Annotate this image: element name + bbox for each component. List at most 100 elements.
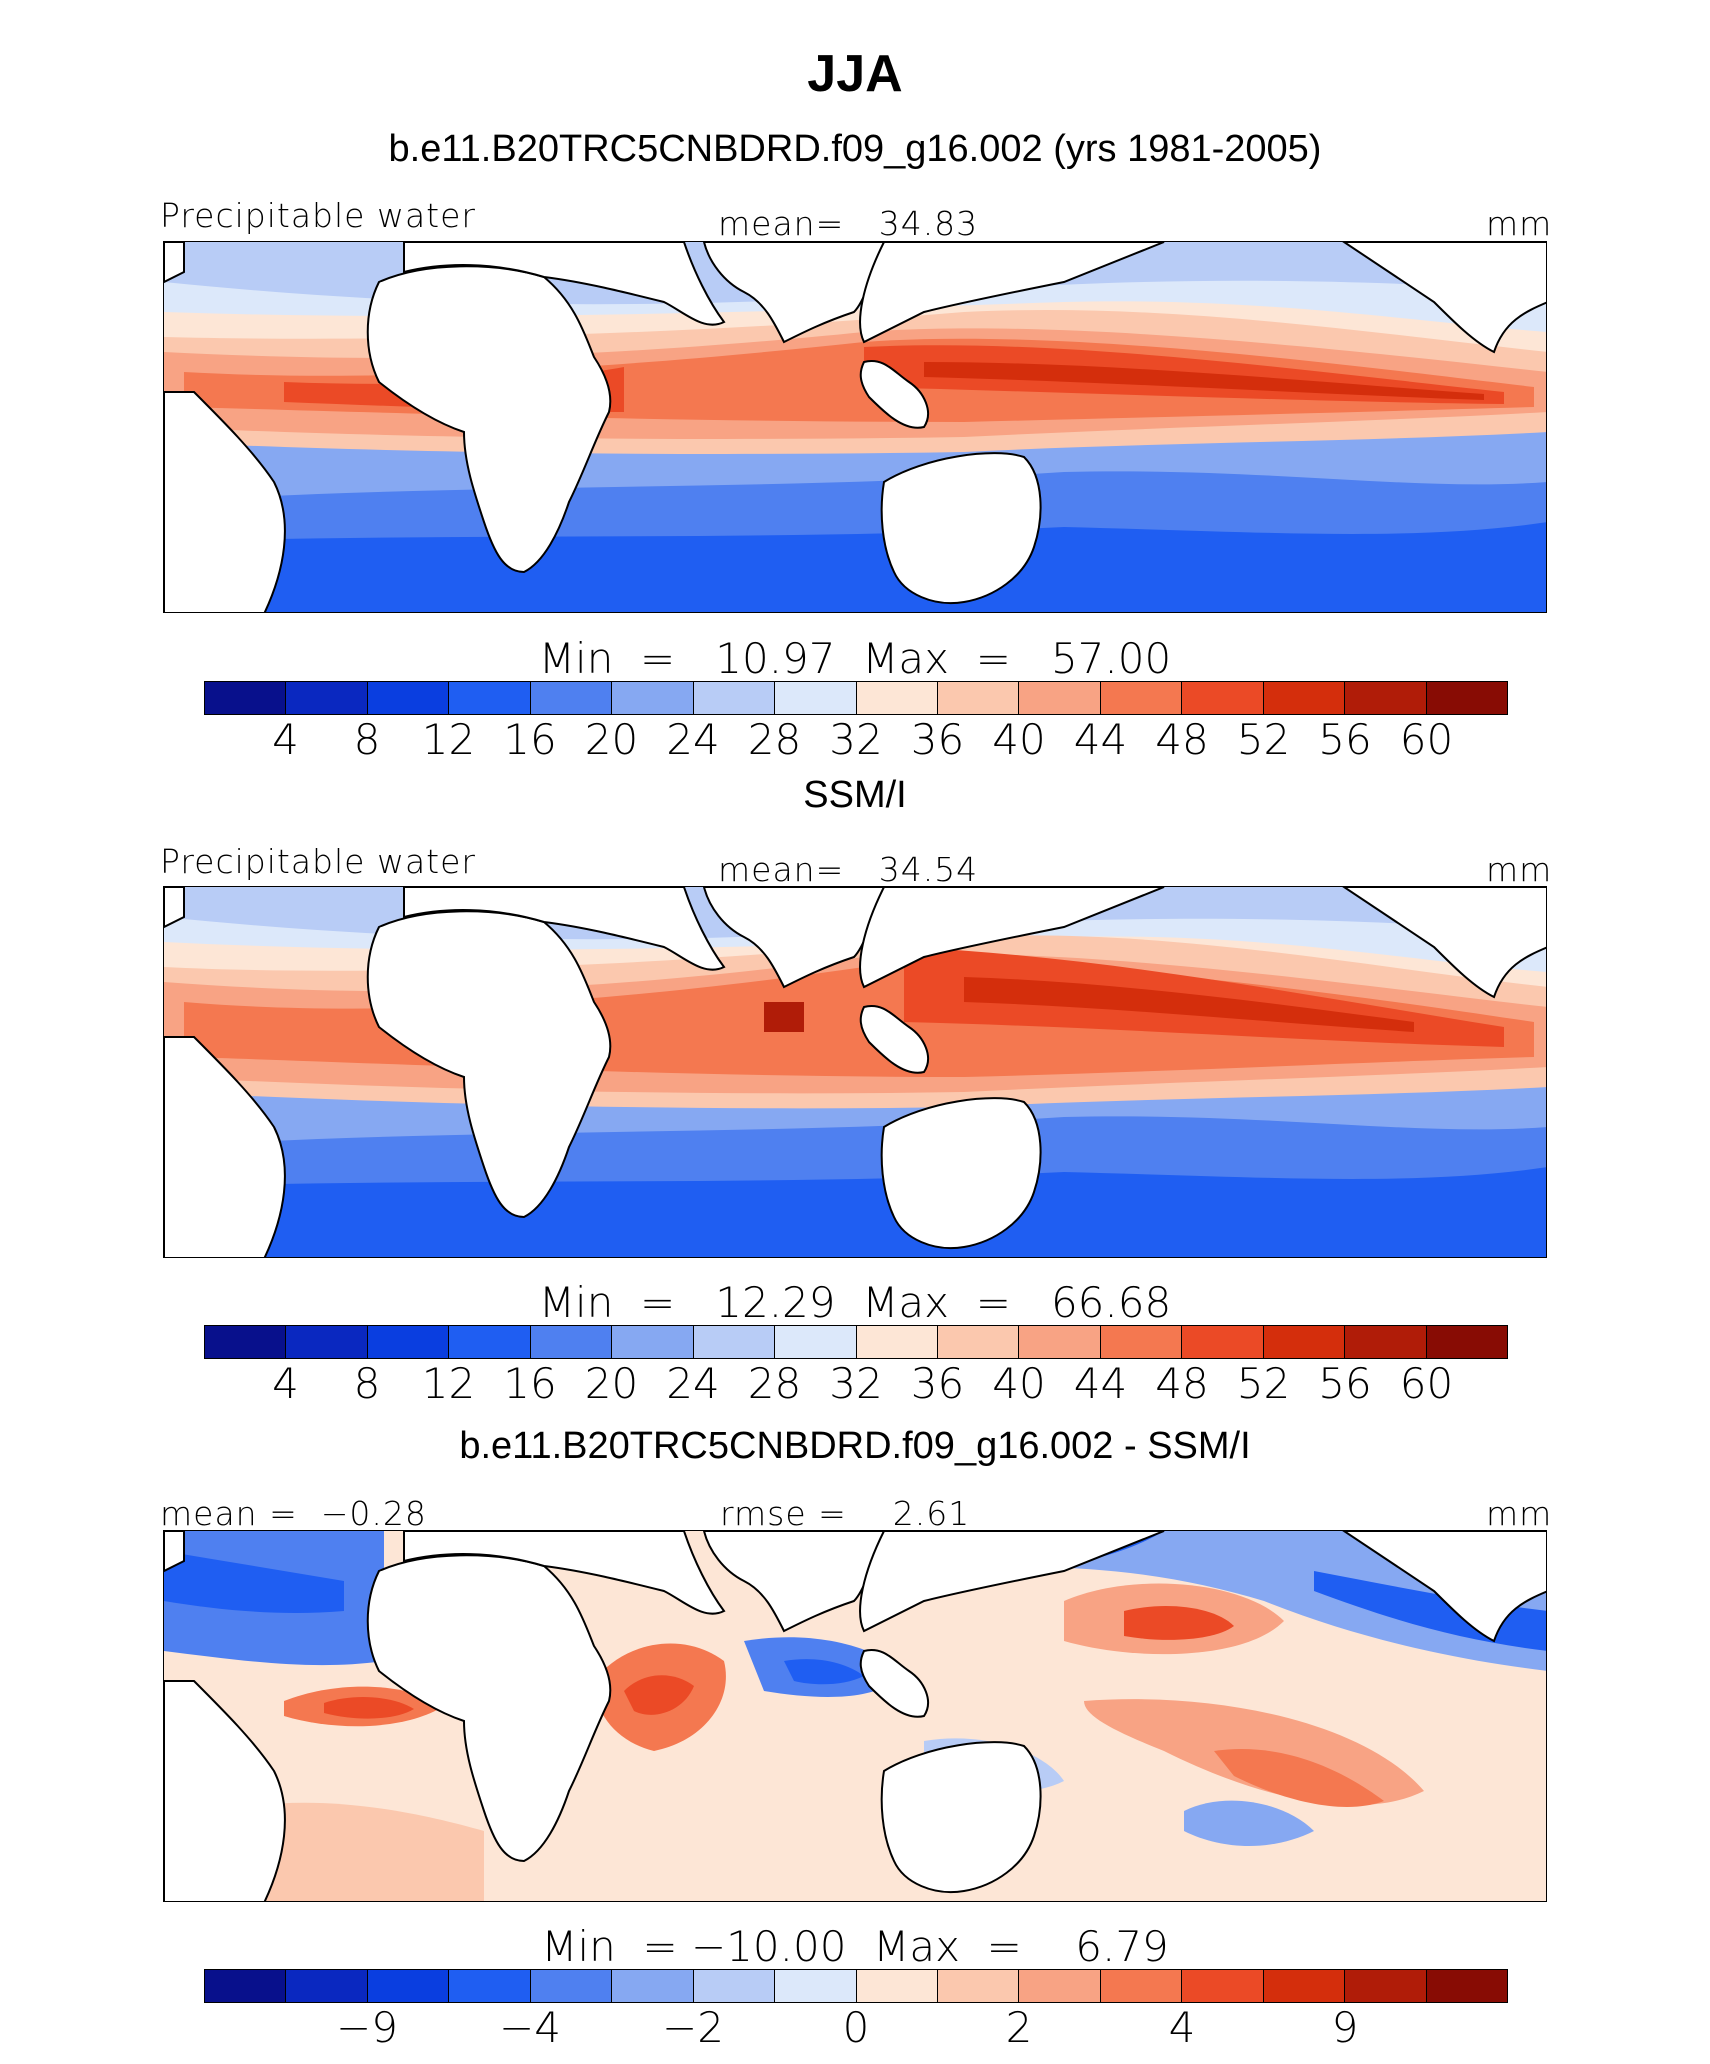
colorbar-swatch (449, 1970, 531, 2002)
colorbar-swatch (449, 1326, 531, 1358)
colorbar-swatch (937, 1970, 1020, 2002)
colorbar-tick-label: 4 (272, 1359, 299, 1408)
colorbar-swatch (856, 1326, 938, 1358)
colorbar-tick-label: 56 (1318, 1359, 1372, 1408)
colorbar-swatch (856, 1970, 938, 2002)
colorbar-swatch (1263, 1326, 1346, 1358)
panel-1-variable-label: Precipitable water (160, 196, 476, 235)
colorbar-tick-label: 24 (666, 1359, 720, 1408)
colorbar-swatch (286, 1970, 368, 2002)
colorbar-swatch (612, 682, 694, 714)
colorbar-swatch (205, 682, 287, 714)
panel-3-units-label: mm (1486, 1494, 1553, 1533)
colorbar-swatch (1100, 682, 1183, 714)
colorbar-tick-label: 28 (747, 715, 802, 764)
colorbar-swatch (775, 682, 857, 714)
colorbar-swatch (367, 1970, 450, 2002)
colorbar-tick-label: 9 (1331, 2003, 1359, 2052)
colorbar-tick-label: 44 (1073, 715, 1128, 764)
colorbar-swatch (1182, 682, 1264, 714)
panel-3-subtitle: b.e11.B20TRC5CNBDRD.f09_g16.002 - SSM/I (459, 1425, 1251, 1467)
colorbar-swatch (530, 1970, 613, 2002)
colorbar-swatch (693, 682, 776, 714)
colorbar-tick-label: 52 (1236, 1359, 1291, 1408)
colorbar-swatch (205, 1970, 287, 2002)
colorbar-swatch (205, 1326, 287, 1358)
panel-3-colorbar (204, 1969, 1508, 2003)
colorbar-swatch (612, 1970, 694, 2002)
colorbar-swatch (1345, 682, 1427, 714)
colorbar-tick-label: 60 (1399, 715, 1454, 764)
colorbar-swatch (286, 1326, 368, 1358)
colorbar-tick-label: 8 (353, 715, 381, 764)
colorbar-swatch (1019, 1326, 1101, 1358)
panel-1-colorbar (204, 681, 1508, 715)
colorbar-swatch (1182, 1970, 1264, 2002)
colorbar-swatch (1426, 1970, 1507, 2002)
colorbar-swatch (937, 682, 1020, 714)
colorbar-tick-label: 40 (992, 715, 1046, 764)
panel-2-variable-label: Precipitable water (160, 842, 476, 881)
panel-2-colorbar-ticks: 4 8 12 16 20 24 28 32 36 40 44 48 52 56 60 (204, 1359, 1508, 1409)
panel-1-map (163, 241, 1547, 613)
panel-2-units-label: mm (1486, 850, 1553, 889)
colorbar-tick-label: 48 (1155, 1359, 1209, 1408)
panel-2-subtitle: SSM/I (803, 774, 907, 816)
colorbar-swatch (1019, 682, 1101, 714)
colorbar-swatch (693, 1970, 776, 2002)
colorbar-tick-label: 36 (910, 1359, 965, 1408)
figure-title: JJA (807, 45, 903, 103)
colorbar-tick-label: 16 (503, 1359, 557, 1408)
colorbar-tick-label: −9 (336, 2003, 398, 2052)
colorbar-tick-label: 16 (503, 715, 557, 764)
colorbar-tick-label: 24 (666, 715, 720, 764)
colorbar-swatch (856, 682, 938, 714)
panel-2-colorbar (204, 1325, 1508, 1359)
colorbar-swatch (775, 1970, 857, 2002)
panel-1-colorbar-ticks: 4 8 12 16 20 24 28 32 36 40 44 48 52 56 60 (204, 715, 1508, 765)
panel-1-units-label: mm (1486, 204, 1553, 243)
colorbar-swatch (1426, 1326, 1507, 1358)
colorbar-swatch (1263, 1970, 1346, 2002)
colorbar-swatch (1100, 1970, 1183, 2002)
panel-3-map (163, 1530, 1547, 1902)
colorbar-tick-label: 4 (1168, 2003, 1196, 2052)
colorbar-swatch (937, 1326, 1020, 1358)
colorbar-tick-label: 20 (584, 715, 639, 764)
colorbar-tick-label: 12 (421, 715, 476, 764)
panel-3-minmax-label: Min = −10.00 Max = 6.79 (541, 1922, 1169, 1971)
colorbar-tick-label: 0 (842, 2003, 870, 2052)
colorbar-swatch (286, 682, 368, 714)
colorbar-swatch (1100, 1326, 1183, 1358)
panel-3-rmse-label: rmse = 2.61 (720, 1494, 971, 1533)
colorbar-tick-label: −2 (662, 2003, 724, 2052)
colorbar-tick-label: −4 (499, 2003, 561, 2052)
colorbar-tick-label: 32 (829, 1359, 883, 1408)
colorbar-swatch (530, 1326, 613, 1358)
colorbar-swatch (367, 1326, 450, 1358)
panel-3-colorbar-ticks: −9 −4 −2 0 2 4 9 (204, 2003, 1508, 2053)
colorbar-swatch (1263, 682, 1346, 714)
colorbar-swatch (612, 1326, 694, 1358)
colorbar-tick-label: 8 (353, 1359, 381, 1408)
colorbar-tick-label: 52 (1236, 715, 1291, 764)
colorbar-swatch (1345, 1970, 1427, 2002)
colorbar-tick-label: 28 (747, 1359, 802, 1408)
panel-2-map (163, 886, 1547, 1258)
colorbar-swatch (693, 1326, 776, 1358)
colorbar-tick-label: 40 (992, 1359, 1046, 1408)
colorbar-tick-label: 12 (421, 1359, 476, 1408)
panel-2-minmax-label: Min = 12.29 Max = 66.68 (538, 1278, 1172, 1327)
panel-1-mean-label: mean= 34.83 (718, 204, 979, 243)
colorbar-swatch (1182, 1326, 1264, 1358)
colorbar-swatch (1019, 1970, 1101, 2002)
panel-1-minmax-label: Min = 10.97 Max = 57.00 (538, 634, 1172, 683)
colorbar-tick-label: 44 (1073, 1359, 1128, 1408)
colorbar-tick-label: 2 (1005, 2003, 1033, 2052)
panel-3-mean-label: mean = −0.28 (160, 1494, 427, 1533)
colorbar-swatch (449, 682, 531, 714)
colorbar-tick-label: 60 (1399, 1359, 1454, 1408)
colorbar-swatch (1345, 1326, 1427, 1358)
colorbar-swatch (367, 682, 450, 714)
colorbar-tick-label: 48 (1155, 715, 1209, 764)
